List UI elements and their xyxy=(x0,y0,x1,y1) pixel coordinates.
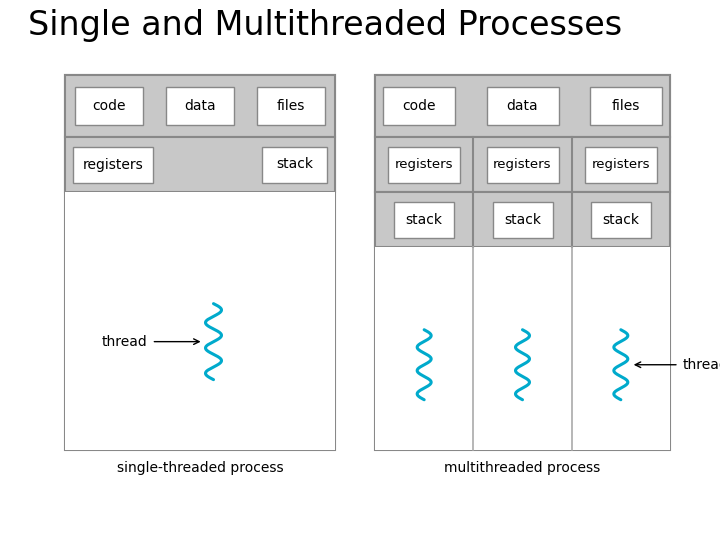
Text: stack: stack xyxy=(603,213,639,226)
Bar xyxy=(487,87,559,125)
Text: files: files xyxy=(612,99,640,113)
Bar xyxy=(591,201,651,238)
Text: Single and Multithreaded Processes: Single and Multithreaded Processes xyxy=(28,9,622,42)
Bar xyxy=(375,75,670,450)
Text: single-threaded process: single-threaded process xyxy=(117,461,283,475)
Bar xyxy=(166,87,234,125)
Bar xyxy=(590,87,662,125)
Text: thread: thread xyxy=(683,357,720,372)
Bar xyxy=(394,201,454,238)
Bar xyxy=(388,146,460,183)
Text: stack: stack xyxy=(504,213,541,226)
Bar xyxy=(65,137,335,192)
Bar xyxy=(375,75,670,137)
Bar xyxy=(75,87,143,125)
Text: code: code xyxy=(402,99,436,113)
Text: registers: registers xyxy=(395,158,454,171)
Text: files: files xyxy=(276,99,305,113)
Bar xyxy=(487,146,559,183)
Text: code: code xyxy=(92,99,126,113)
Text: data: data xyxy=(507,99,539,113)
Text: registers: registers xyxy=(493,158,552,171)
Bar xyxy=(262,146,327,183)
Bar xyxy=(492,201,552,238)
Text: multithreaded process: multithreaded process xyxy=(444,461,600,475)
Text: stack: stack xyxy=(276,158,313,172)
Bar xyxy=(65,75,335,450)
Bar xyxy=(375,247,670,450)
Text: registers: registers xyxy=(83,158,143,172)
Bar xyxy=(65,75,335,137)
Bar xyxy=(257,87,325,125)
Bar xyxy=(73,146,153,183)
Text: registers: registers xyxy=(592,158,650,171)
Text: stack: stack xyxy=(405,213,443,226)
Bar xyxy=(375,192,670,247)
Bar xyxy=(375,137,670,192)
Bar xyxy=(65,192,335,450)
Bar xyxy=(585,146,657,183)
Text: data: data xyxy=(184,99,216,113)
Bar xyxy=(383,87,455,125)
Text: thread: thread xyxy=(102,335,148,349)
